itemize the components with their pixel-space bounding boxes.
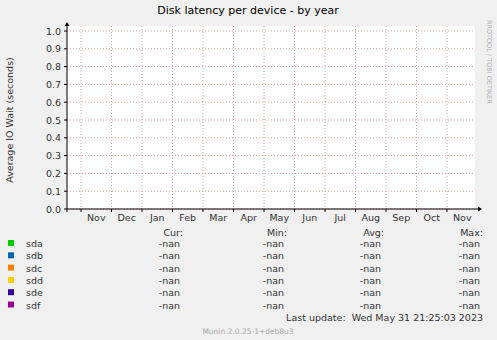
x-tick-label: Jul bbox=[334, 212, 346, 223]
legend-stat: -nan bbox=[459, 238, 480, 249]
x-grid-line bbox=[447, 26, 448, 209]
x-grid-line bbox=[416, 26, 417, 209]
legend-stat: -nan bbox=[459, 263, 480, 274]
legend-label: sdd bbox=[26, 275, 43, 286]
x-tick-label: Dec bbox=[118, 212, 136, 223]
x-tick-label: Jun bbox=[301, 212, 317, 223]
x-tick-label: Feb bbox=[179, 212, 196, 223]
x-grid-line bbox=[294, 26, 295, 209]
legend-label: sde bbox=[26, 287, 43, 298]
legend-label: sdf bbox=[26, 300, 41, 311]
x-tick-label: Aug bbox=[361, 212, 380, 223]
legend-stat: -nan bbox=[263, 238, 284, 249]
legend-stat: -nan bbox=[360, 238, 381, 249]
y-grid-line bbox=[67, 120, 475, 121]
title: Disk latency per device - by year bbox=[157, 4, 339, 17]
legend-stat: -nan bbox=[360, 275, 381, 286]
x-grid-line bbox=[81, 26, 82, 209]
y-grid-line bbox=[67, 48, 475, 49]
x-grid-line bbox=[355, 26, 356, 209]
y-tick-label: 0.0 bbox=[46, 204, 61, 215]
legend-stat: -nan bbox=[459, 300, 480, 311]
legend-swatch bbox=[8, 289, 14, 295]
last-update: Last update: Wed May 31 21:25:03 2023 bbox=[286, 312, 483, 323]
x-grid-line bbox=[142, 26, 143, 209]
y-tick-label: 0.9 bbox=[46, 43, 61, 54]
y-tick-label: 0.7 bbox=[46, 79, 61, 90]
legend-stat: -nan bbox=[159, 287, 180, 298]
x-grid-line bbox=[233, 26, 234, 209]
y-tick-label: 0.3 bbox=[46, 150, 61, 161]
legend-stat: -nan bbox=[360, 263, 381, 274]
legend-label: sdc bbox=[26, 263, 42, 274]
legend-stat: -nan bbox=[263, 287, 284, 298]
legend-stat: -nan bbox=[159, 275, 180, 286]
y-tick-label: 0.1 bbox=[46, 186, 61, 197]
legend-stat: -nan bbox=[263, 250, 284, 261]
x-grid-line bbox=[172, 26, 173, 209]
legend-stat: -nan bbox=[159, 250, 180, 261]
x-tick-label: Oct bbox=[424, 212, 441, 223]
y-grid-line bbox=[67, 102, 475, 103]
y-tick-label: 0.8 bbox=[46, 61, 61, 72]
legend-swatch bbox=[8, 240, 14, 246]
y-tick-label: 0.5 bbox=[46, 115, 61, 126]
legend-stat: -nan bbox=[263, 263, 284, 274]
x-grid-line bbox=[264, 26, 265, 209]
y-tick-label: 0.2 bbox=[46, 168, 61, 179]
legend-stat: -nan bbox=[360, 300, 381, 311]
legend-stat: -nan bbox=[159, 238, 180, 249]
legend-swatch bbox=[8, 302, 14, 308]
footer: Munin 2.0.25-1+deb8u3 bbox=[202, 327, 293, 336]
legend-stat: -nan bbox=[459, 275, 480, 286]
x-grid-line bbox=[386, 26, 387, 209]
y-grid-line bbox=[67, 137, 475, 138]
x-grid-line bbox=[111, 26, 112, 209]
legend-stat: -nan bbox=[159, 300, 180, 311]
stats-header: Avg: bbox=[363, 227, 384, 238]
y-grid-line bbox=[67, 66, 475, 67]
side-text: RRDTOOL / TOBI OETIKER bbox=[485, 20, 493, 104]
background bbox=[0, 0, 497, 340]
legend-stat: -nan bbox=[459, 250, 480, 261]
x-tick-label: Sep bbox=[392, 212, 410, 223]
y-grid-line bbox=[67, 191, 475, 192]
legend-stat: -nan bbox=[360, 250, 381, 261]
y-tick-label: 1.0 bbox=[46, 26, 61, 37]
legend-stat: -nan bbox=[459, 287, 480, 298]
legend-stat: -nan bbox=[263, 300, 284, 311]
x-tick-label: Nov bbox=[453, 212, 472, 223]
stats-header: Max: bbox=[460, 227, 483, 238]
x-tick-label: Nov bbox=[87, 212, 106, 223]
y-axis-arrow bbox=[65, 22, 70, 26]
legend-label: sda bbox=[26, 238, 43, 249]
legend-stat: -nan bbox=[360, 287, 381, 298]
legend-stat: -nan bbox=[159, 263, 180, 274]
legend-swatch bbox=[8, 265, 14, 271]
x-axis-arrow bbox=[478, 207, 482, 212]
legend-swatch bbox=[8, 252, 14, 258]
stats-header: Min: bbox=[267, 227, 287, 238]
x-tick-label: Apr bbox=[241, 212, 258, 223]
x-grid-line bbox=[203, 26, 204, 209]
y-tick-label: 0.4 bbox=[46, 132, 61, 143]
legend-swatch bbox=[8, 277, 14, 283]
x-tick-label: Jan bbox=[149, 212, 165, 223]
chart: Disk latency per device - by year RRDTOOL… bbox=[0, 0, 497, 340]
legend-label: sdb bbox=[26, 250, 43, 261]
y-grid-line bbox=[67, 31, 475, 32]
y-axis-label: Average IO Wait (seconds) bbox=[4, 57, 15, 183]
y-axis bbox=[67, 25, 68, 212]
x-tick-label: Mar bbox=[209, 212, 227, 223]
x-tick-label: May bbox=[269, 212, 289, 223]
y-grid-line bbox=[67, 84, 475, 85]
stats-header: Cur: bbox=[163, 227, 183, 238]
legend-stat: -nan bbox=[263, 275, 284, 286]
y-grid-line bbox=[67, 155, 475, 156]
x-grid-line bbox=[325, 26, 326, 209]
plot-area bbox=[67, 26, 475, 209]
y-grid-line bbox=[67, 173, 475, 174]
x-axis bbox=[67, 209, 479, 210]
y-tick-label: 0.6 bbox=[46, 97, 61, 108]
